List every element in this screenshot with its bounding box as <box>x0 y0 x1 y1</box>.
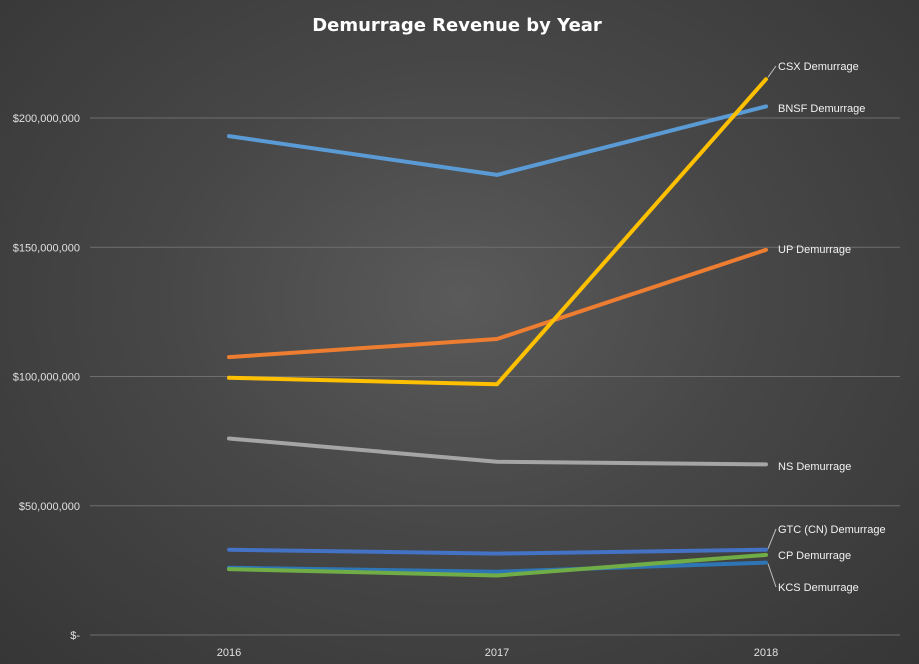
series-label-gtc-cn-demurrage: GTC (CN) Demurrage <box>778 524 886 536</box>
series-labels: CSX Demurrage BNSF Demurrage UP Demurrage N… <box>767 61 886 594</box>
y-tick-label: $200,000,000 <box>13 113 80 125</box>
label-leader-line <box>767 528 777 549</box>
chart-title: Demurrage Revenue by Year <box>312 15 602 36</box>
series-line-bnsf-demurrage <box>227 104 768 177</box>
series-lines <box>227 77 768 578</box>
series-label-bnsf-demurrage: BNSF Demurrage <box>778 103 865 115</box>
x-axis-ticks: 2016 2017 2018 <box>217 647 778 659</box>
series-line-gtc-cn-demurrage <box>227 547 768 556</box>
y-tick-label: $150,000,000 <box>13 242 80 254</box>
x-tick-label: 2017 <box>485 647 509 659</box>
y-axis-ticks: $- $50,000,000 $100,000,000 $150,000,000 $20… <box>13 113 81 642</box>
series-label-up-demurrage: UP Demurrage <box>778 244 851 256</box>
label-leader-line <box>767 65 777 78</box>
series-line-kcs-demurrage <box>227 560 768 574</box>
gridlines <box>90 117 900 636</box>
series-line-ns-demurrage <box>227 436 768 467</box>
series-label-csx-demurrage: CSX Demurrage <box>778 61 859 73</box>
x-tick-label: 2016 <box>217 647 241 659</box>
y-tick-label: $50,000,000 <box>19 501 80 513</box>
series-line-cp-demurrage <box>227 552 768 578</box>
series-line-up-demurrage <box>227 247 768 360</box>
y-tick-label: $100,000,000 <box>13 372 80 384</box>
series-line-csx-demurrage <box>227 77 768 387</box>
x-tick-label: 2018 <box>754 647 778 659</box>
y-tick-label: $- <box>70 630 80 642</box>
label-leader-line <box>767 563 777 588</box>
series-label-ns-demurrage: NS Demurrage <box>778 461 851 473</box>
series-label-cp-demurrage: CP Demurrage <box>778 550 851 562</box>
series-label-kcs-demurrage: KCS Demurrage <box>778 582 859 594</box>
